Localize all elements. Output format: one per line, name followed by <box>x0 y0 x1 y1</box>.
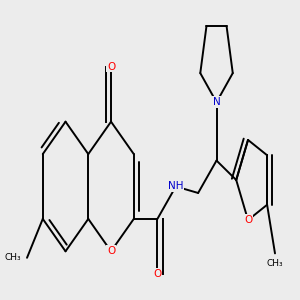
Text: N: N <box>213 97 220 107</box>
Text: CH₃: CH₃ <box>4 253 21 262</box>
Text: CH₃: CH₃ <box>267 259 283 268</box>
Text: O: O <box>107 61 115 72</box>
Text: NH: NH <box>168 182 184 191</box>
Text: O: O <box>153 269 161 279</box>
Text: O: O <box>107 246 115 256</box>
Text: O: O <box>244 215 252 225</box>
